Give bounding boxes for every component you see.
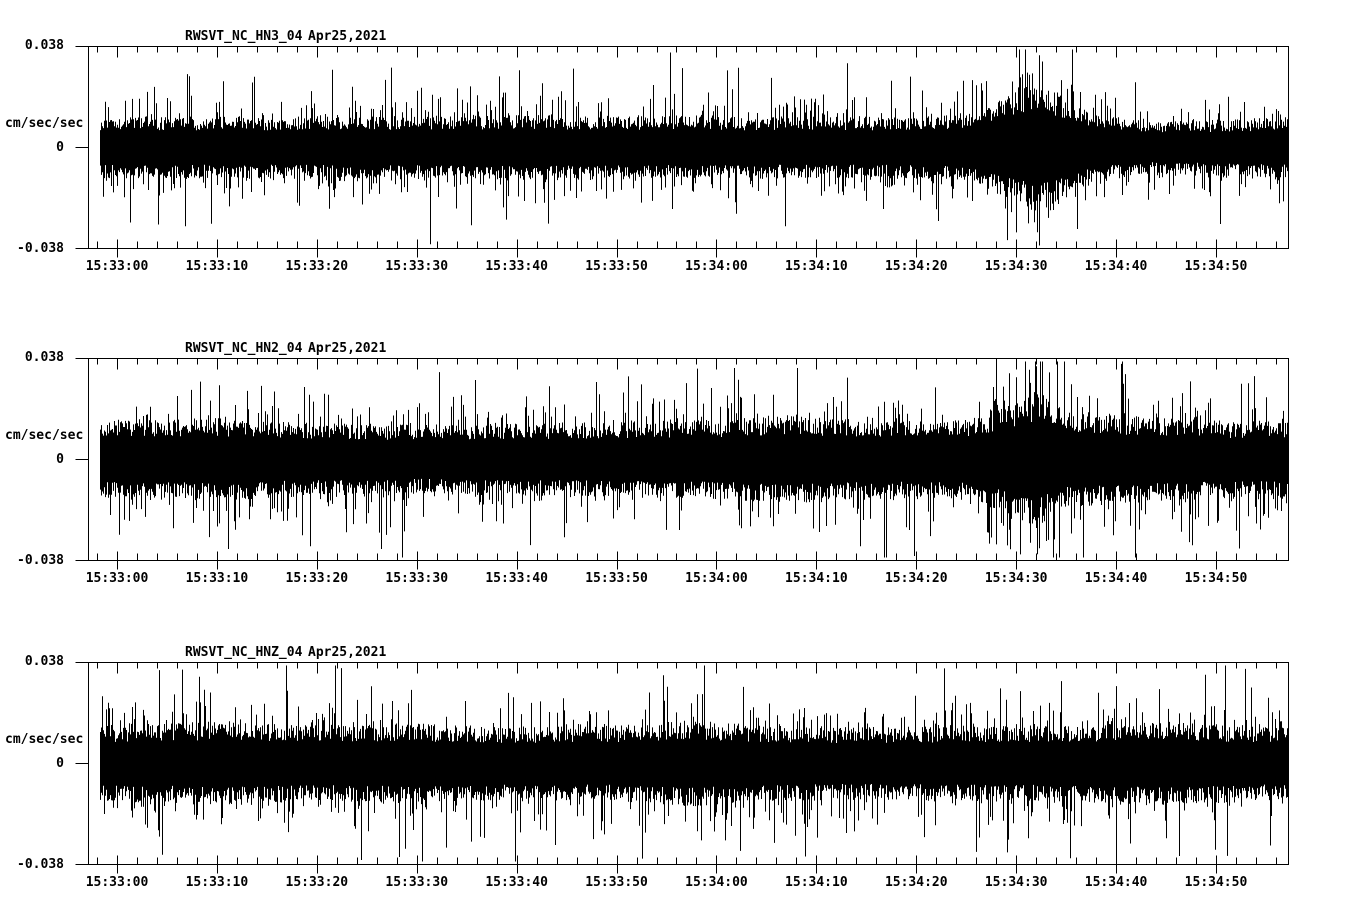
panel-header: RWSVT_NC_HN3_04 Apr25,2021 bbox=[0, 29, 1358, 44]
waveform-trace bbox=[100, 665, 1288, 862]
x-tick-label: 15:34:30 bbox=[984, 259, 1048, 274]
seismogram-panel-hn2: RWSVT_NC_HN2_04 Apr25,2021 0.038 cm/sec/… bbox=[0, 341, 1358, 598]
waveform-plot-hn3 bbox=[75, 46, 1289, 258]
x-axis-major-ticks bbox=[117, 46, 1217, 258]
x-tick-label: 15:34:40 bbox=[1084, 571, 1148, 586]
x-axis-minor-ticks bbox=[97, 662, 1277, 865]
waveform-plot-hn2 bbox=[75, 358, 1289, 570]
y-tick-label-min: -0.038 bbox=[17, 241, 64, 256]
x-tick-label: 15:33:40 bbox=[485, 571, 548, 586]
x-tick-label: 15:34:50 bbox=[1184, 259, 1248, 274]
x-axis-major-ticks bbox=[117, 358, 1217, 570]
x-tick-label: 15:33:20 bbox=[285, 571, 349, 586]
x-tick-label: 15:34:40 bbox=[1084, 259, 1148, 274]
y-tick-label-zero: 0 bbox=[56, 756, 64, 771]
x-tick-label: 15:33:30 bbox=[385, 259, 449, 274]
x-tick-label: 15:33:50 bbox=[585, 571, 648, 586]
x-tick-label: 15:33:00 bbox=[85, 571, 149, 586]
panel-header: RWSVT_NC_HNZ_04 Apr25,2021 bbox=[0, 645, 1358, 660]
x-tick-label: 15:33:00 bbox=[85, 875, 149, 890]
panel-title: RWSVT_NC_HN3_04 bbox=[185, 29, 303, 44]
y-tick-label-zero: 0 bbox=[56, 140, 64, 155]
x-tick-label: 15:34:30 bbox=[984, 571, 1048, 586]
seismogram-panel-hn3: RWSVT_NC_HN3_04 Apr25,2021 0.038 cm/sec/… bbox=[0, 29, 1358, 286]
waveform-trace bbox=[100, 361, 1288, 558]
y-axis-ticks bbox=[75, 662, 89, 865]
x-tick-label: 15:34:20 bbox=[884, 571, 948, 586]
x-axis-major-ticks bbox=[117, 662, 1217, 874]
y-axis-ticks bbox=[75, 358, 89, 561]
y-tick-label-min: -0.038 bbox=[17, 857, 64, 872]
panel-date: Apr25,2021 bbox=[308, 29, 387, 44]
x-tick-label: 15:34:10 bbox=[785, 259, 848, 274]
x-tick-label: 15:34:00 bbox=[685, 571, 748, 586]
x-tick-label: 15:34:00 bbox=[685, 875, 748, 890]
x-tick-label: 15:34:40 bbox=[1084, 875, 1148, 890]
panel-title: RWSVT_NC_HN2_04 bbox=[185, 341, 303, 356]
x-tick-label: 15:33:50 bbox=[585, 875, 648, 890]
x-tick-label: 15:34:30 bbox=[984, 875, 1048, 890]
x-tick-label: 15:33:40 bbox=[485, 259, 548, 274]
y-axis-unit-label: cm/sec/sec bbox=[5, 732, 84, 747]
x-tick-label: 15:34:50 bbox=[1184, 875, 1248, 890]
y-axis-unit-label: cm/sec/sec bbox=[5, 428, 84, 443]
x-tick-label: 15:34:00 bbox=[685, 259, 748, 274]
x-tick-label: 15:33:10 bbox=[185, 259, 249, 274]
x-axis-minor-ticks bbox=[97, 46, 1277, 249]
x-tick-label: 15:33:10 bbox=[185, 571, 249, 586]
x-tick-label: 15:33:00 bbox=[85, 259, 149, 274]
y-tick-label-min: -0.038 bbox=[17, 553, 64, 568]
seismogram-panel-hnz: RWSVT_NC_HNZ_04 Apr25,2021 0.038 cm/sec/… bbox=[0, 645, 1358, 902]
x-tick-label: 15:34:10 bbox=[785, 571, 848, 586]
plot-frame bbox=[88, 46, 1289, 249]
plot-frame bbox=[88, 358, 1289, 561]
y-axis-unit-label: cm/sec/sec bbox=[5, 116, 84, 131]
y-tick-label-max: 0.038 bbox=[24, 38, 64, 53]
y-axis-ticks bbox=[75, 46, 89, 249]
x-tick-label: 15:33:20 bbox=[285, 875, 349, 890]
x-tick-label: 15:34:50 bbox=[1184, 571, 1248, 586]
x-tick-label: 15:34:20 bbox=[884, 259, 948, 274]
panel-date: Apr25,2021 bbox=[308, 341, 387, 356]
x-tick-label: 15:34:20 bbox=[884, 875, 948, 890]
waveform-plot-hnz bbox=[75, 662, 1289, 874]
panel-date: Apr25,2021 bbox=[308, 645, 387, 660]
x-tick-label: 15:33:30 bbox=[385, 571, 449, 586]
x-tick-label: 15:33:40 bbox=[485, 875, 548, 890]
panel-header: RWSVT_NC_HN2_04 Apr25,2021 bbox=[0, 341, 1358, 356]
y-tick-label-max: 0.038 bbox=[24, 350, 64, 365]
x-tick-label: 15:33:20 bbox=[285, 259, 349, 274]
y-tick-label-zero: 0 bbox=[56, 452, 64, 467]
plot-frame bbox=[88, 662, 1289, 865]
x-tick-label: 15:33:50 bbox=[585, 259, 648, 274]
y-tick-label-max: 0.038 bbox=[24, 654, 64, 669]
waveform-trace bbox=[100, 49, 1288, 246]
x-tick-label: 15:33:10 bbox=[185, 875, 249, 890]
x-tick-label: 15:34:10 bbox=[785, 875, 848, 890]
panel-title: RWSVT_NC_HNZ_04 bbox=[185, 645, 303, 660]
x-tick-label: 15:33:30 bbox=[385, 875, 449, 890]
x-axis-minor-ticks bbox=[97, 358, 1277, 561]
